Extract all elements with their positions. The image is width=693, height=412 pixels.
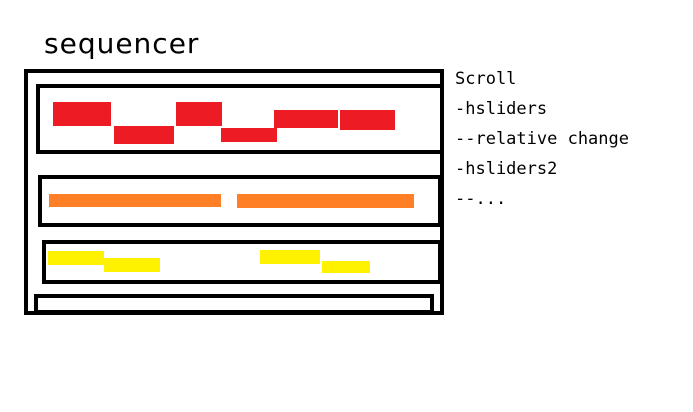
track-3-panel[interactable] xyxy=(42,240,442,284)
notes-list: Scroll -hsliders --relative change -hsli… xyxy=(455,64,629,214)
note-ellipsis: --... xyxy=(455,189,507,209)
track-3-segment[interactable] xyxy=(48,251,104,265)
track-3-segment[interactable] xyxy=(260,250,320,264)
track-2-segment[interactable] xyxy=(237,194,414,208)
note-relative-change: --relative change xyxy=(455,129,629,149)
track-1-segment[interactable] xyxy=(274,110,338,128)
track-4-panel[interactable] xyxy=(34,294,434,314)
track-2-panel[interactable] xyxy=(38,175,442,227)
track-3-sliders xyxy=(48,250,370,273)
note-scroll: Scroll xyxy=(455,69,517,89)
track-1-segment[interactable] xyxy=(221,128,277,142)
track-3-segment[interactable] xyxy=(322,261,370,273)
note-hsliders: -hsliders xyxy=(455,99,548,119)
track-1-segment[interactable] xyxy=(176,102,222,126)
track-1-segment[interactable] xyxy=(53,102,111,126)
page-title: sequencer xyxy=(44,27,200,60)
track-1-panel[interactable] xyxy=(36,84,444,154)
note-hsliders2: -hsliders2 xyxy=(455,159,558,179)
track-2-sliders xyxy=(49,194,414,208)
track-1-segment[interactable] xyxy=(114,126,174,144)
track-3-segment[interactable] xyxy=(104,258,160,272)
track-2-segment[interactable] xyxy=(49,194,221,207)
track-1-sliders xyxy=(53,102,395,144)
track-1-segment[interactable] xyxy=(340,110,395,130)
